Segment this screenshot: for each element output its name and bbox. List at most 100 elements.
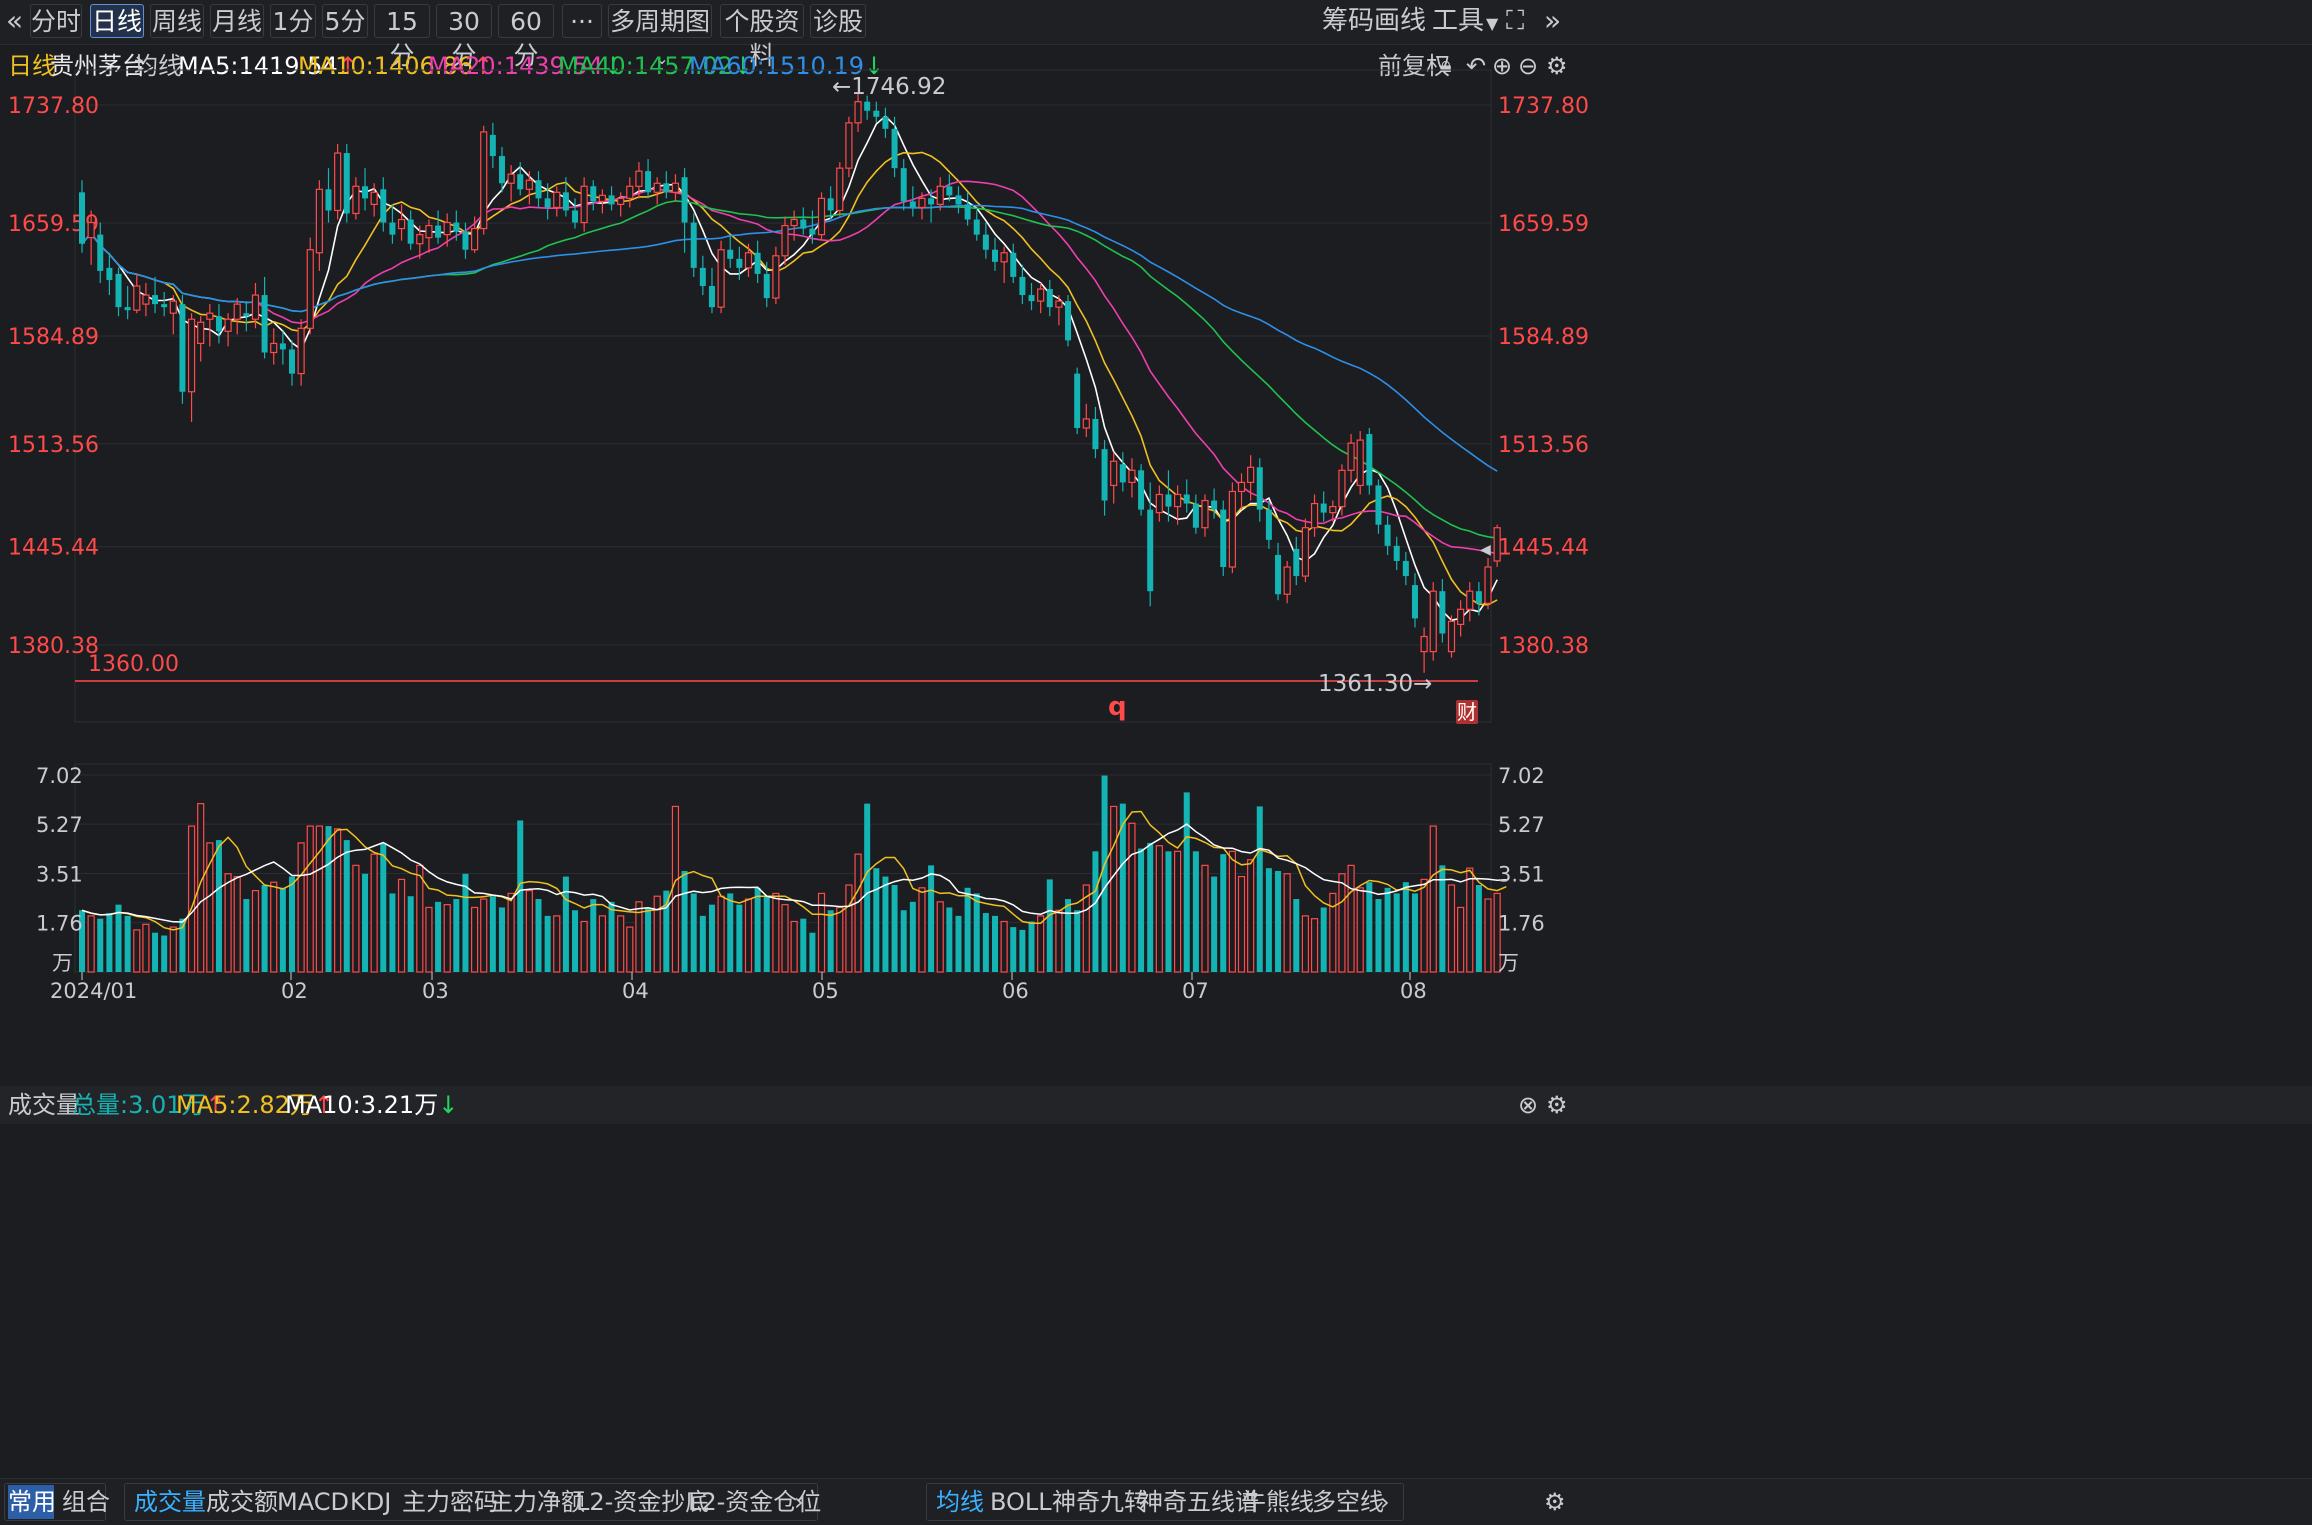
period-button-5min[interactable]: 5分 (322, 4, 368, 38)
volume-bar (1201, 864, 1209, 973)
date-label: 04 (622, 979, 649, 1003)
overlay-magic-nine[interactable]: 神奇九转 (1052, 1488, 1148, 1516)
candle-body (1092, 418, 1099, 450)
candle-body (397, 218, 406, 230)
candle-body (215, 316, 222, 332)
fullscreen-icon[interactable]: ⛶ (1506, 6, 1525, 36)
candle (1138, 464, 1145, 516)
overlay-boll[interactable]: BOLL (990, 1488, 1052, 1516)
stock-name[interactable]: 贵州茅台 (50, 52, 146, 80)
volume-tick-label: 万 (52, 951, 73, 975)
diagnose-button[interactable]: 诊股 (810, 4, 866, 38)
gear-icon[interactable]: ⚙ (1546, 1091, 1568, 1119)
candle (233, 298, 241, 335)
multi-period-button[interactable]: 多周期图 ⌄ (608, 4, 712, 68)
period-button-1min[interactable]: 1分 (270, 4, 316, 38)
volume-bar (306, 825, 314, 973)
gear-icon[interactable]: ⚙ (1546, 52, 1568, 80)
candle (736, 246, 743, 280)
indicator-kdj[interactable]: KDJ (350, 1488, 392, 1516)
volume-bar (470, 906, 479, 973)
indicator-main-force-code[interactable]: 主力密码 (402, 1488, 498, 1516)
period-button-weekly[interactable]: 周线 (150, 4, 204, 38)
plus-circle-icon[interactable]: ⊕ (1492, 52, 1513, 80)
undo-icon[interactable]: ↶ (1466, 52, 1487, 80)
candle-body (864, 101, 871, 111)
period-button-15min[interactable]: 15分 (374, 4, 430, 70)
indicator-l2-position[interactable]: L2-资金仓位 (688, 1488, 822, 1516)
candle-body (1275, 554, 1282, 595)
volume-bar (397, 878, 406, 973)
indicator-turnover[interactable]: 成交额 (206, 1488, 278, 1516)
ma-label[interactable]: 均线 (134, 52, 182, 80)
overlay-magic-five[interactable]: 神奇五线谱 (1139, 1488, 1259, 1516)
tools-label: 工具 (1432, 6, 1485, 36)
q-marker[interactable]: q (1108, 692, 1127, 722)
overlay-bull-bear[interactable]: 牛熊线 (1242, 1488, 1314, 1516)
candle (187, 313, 196, 422)
finance-badge[interactable]: 财 (1456, 700, 1478, 724)
volume-bar (106, 913, 113, 972)
ma20-line (81, 180, 1498, 555)
volume-bar (435, 901, 442, 972)
candle (1028, 282, 1035, 311)
low-price-annotation: 1361.30→ (1318, 671, 1433, 697)
indicator-main-force-net[interactable]: 主力净额 (489, 1488, 585, 1516)
double-chevron-left-icon[interactable]: « (6, 4, 24, 37)
candle-body (325, 189, 332, 211)
candle (1192, 494, 1199, 534)
double-chevron-right-icon[interactable]: » (1544, 4, 1562, 37)
candle (553, 186, 561, 217)
volume-title[interactable]: 成交量 (8, 1091, 80, 1119)
draw-line-button[interactable]: 画线 (1374, 6, 1427, 36)
period-button-fenshi[interactable]: 分时 (30, 4, 82, 38)
ma-lines (81, 115, 1498, 622)
period-button-monthly[interactable]: 月线 (210, 4, 264, 38)
volume-bar (1183, 792, 1190, 972)
date-label: 08 (1400, 979, 1427, 1003)
volume-bar (690, 893, 697, 972)
period-button-30min[interactable]: 30分 (436, 4, 492, 70)
period-button-60min[interactable]: 60分 (498, 4, 554, 70)
minus-circle-icon[interactable]: ⊖ (1518, 52, 1539, 80)
more-periods-button[interactable]: ··· (562, 4, 602, 38)
gear-icon[interactable]: ⚙ (1544, 1488, 1566, 1516)
candle-body (1010, 252, 1017, 277)
volume-bar (781, 904, 789, 973)
candle (590, 180, 597, 211)
volume-bar (982, 913, 989, 972)
overlay-ma[interactable]: 均线 (936, 1488, 984, 1516)
candle-body (507, 173, 515, 184)
indicator-macd[interactable]: MACD (277, 1488, 349, 1516)
candle (626, 177, 634, 208)
candle-body (435, 225, 442, 238)
tools-menu-button[interactable]: 工具 ▼ (1432, 4, 1498, 38)
candle (1092, 406, 1099, 459)
volume-bar (909, 901, 916, 972)
candle-body (671, 182, 680, 193)
stock-profile-button[interactable]: 个股资料 (720, 4, 804, 70)
candle (1256, 458, 1263, 522)
indicator-l2-bottom-fishing[interactable]: L2-资金抄底 (576, 1488, 710, 1516)
volume-bar (1138, 848, 1145, 972)
candle-body (152, 295, 159, 305)
chips-button[interactable]: 筹码 (1322, 6, 1375, 36)
tab-common[interactable]: 常用 (8, 1485, 56, 1519)
volume-bar (562, 876, 569, 972)
tab-combo[interactable]: 组合 (62, 1488, 110, 1516)
chevron-right-icon[interactable]: › (794, 1488, 804, 1516)
period-button-daily[interactable]: 日线 (90, 4, 144, 38)
chevron-right-icon[interactable]: › (1380, 1488, 1390, 1516)
candle (1155, 485, 1163, 522)
volume-bar (891, 885, 898, 972)
candle-body (1301, 527, 1310, 577)
close-circle-icon[interactable]: ⊗ (1518, 1091, 1539, 1119)
candle (1347, 434, 1355, 483)
overlay-long-short[interactable]: 多空线 (1312, 1488, 1384, 1516)
volume-bar (480, 898, 488, 973)
volume-bar (315, 825, 323, 973)
lock-icon[interactable]: 🔒︎ (1440, 53, 1452, 78)
candle-body (407, 219, 414, 244)
indicator-volume[interactable]: 成交量 (134, 1488, 206, 1516)
